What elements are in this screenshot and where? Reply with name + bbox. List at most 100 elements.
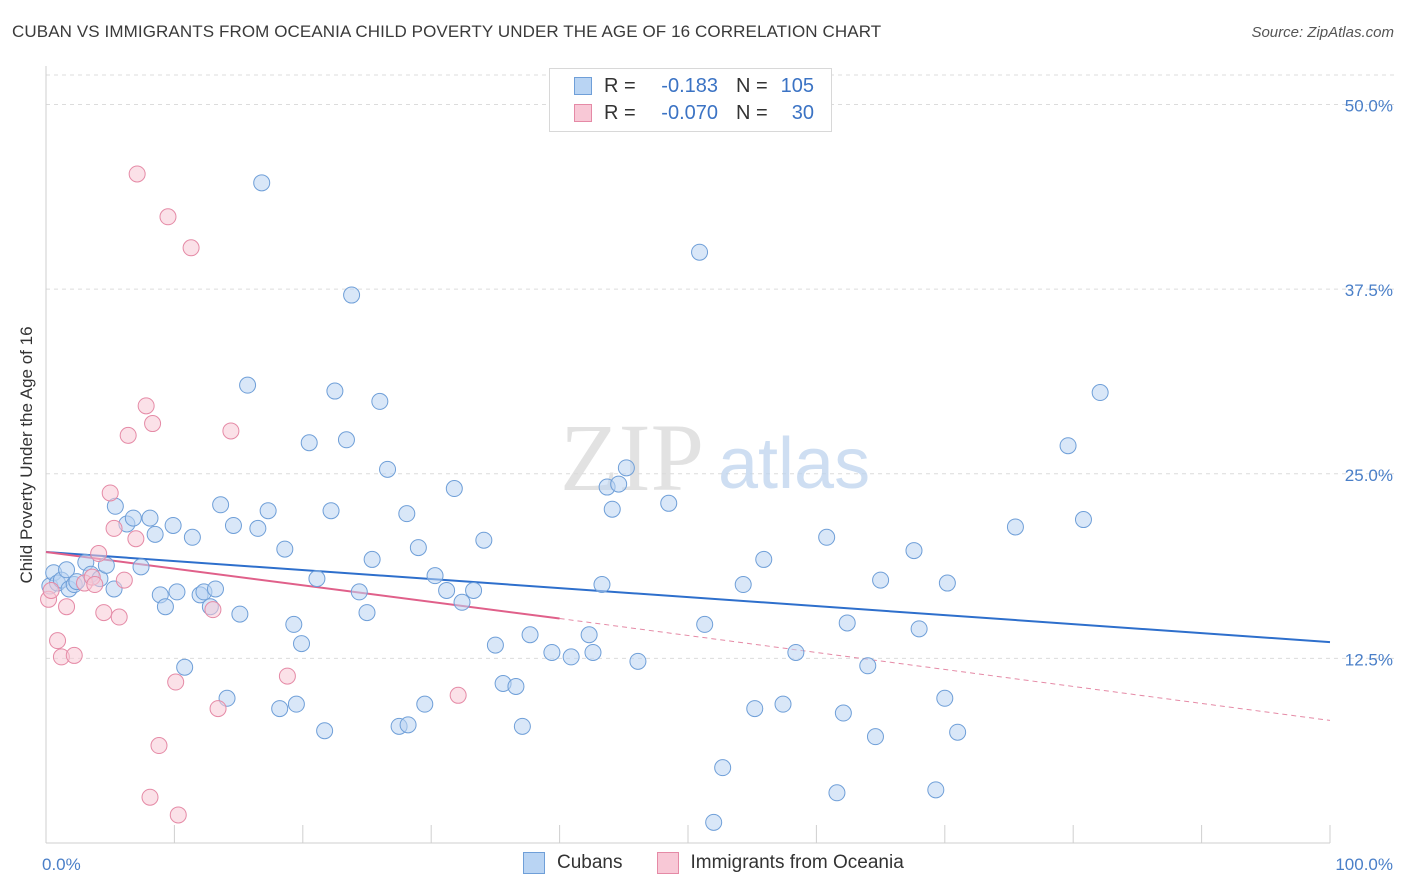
data-point — [371, 392, 389, 410]
data-point — [101, 484, 119, 502]
data-point — [426, 567, 444, 585]
legend-label-cubans: Cubans — [557, 852, 623, 873]
data-point — [86, 576, 104, 594]
y-tick-label: 25.0% — [1345, 466, 1393, 485]
data-point — [128, 165, 146, 183]
data-point — [617, 459, 635, 477]
data-point — [110, 608, 128, 626]
data-point — [379, 460, 397, 478]
source-label: Source: ZipAtlas.com — [1251, 24, 1394, 41]
data-point — [910, 620, 928, 638]
data-point — [705, 813, 723, 831]
data-point — [97, 556, 115, 574]
data-point — [231, 605, 249, 623]
data-point — [300, 434, 318, 452]
data-point — [409, 539, 427, 557]
data-point — [872, 571, 890, 589]
data-point — [905, 542, 923, 560]
data-point — [259, 502, 277, 520]
data-point — [629, 652, 647, 670]
data-point — [132, 558, 150, 576]
data-points — [40, 165, 1109, 831]
data-point — [285, 615, 303, 633]
data-point — [445, 480, 463, 498]
n-label: N = — [736, 101, 768, 124]
data-point — [137, 397, 155, 415]
data-point — [115, 571, 133, 589]
data-point — [144, 415, 162, 433]
data-point — [507, 677, 525, 695]
r-label: R = — [604, 74, 636, 97]
data-point — [936, 689, 954, 707]
data-point — [438, 581, 456, 599]
n-value: 105 — [780, 74, 814, 97]
data-point — [866, 728, 884, 746]
data-point — [834, 704, 852, 722]
watermark-atlas: atlas — [718, 424, 870, 504]
data-point — [343, 286, 361, 304]
data-point — [42, 581, 60, 599]
series-cubans — [41, 174, 1109, 831]
r-label: R = — [604, 101, 636, 124]
legend-swatch-oceania — [656, 852, 679, 874]
legend-swatch-cubans — [523, 852, 545, 874]
trend-line-cubans — [45, 551, 1331, 644]
data-point — [1091, 384, 1109, 402]
data-point — [159, 208, 177, 226]
data-point — [416, 695, 434, 713]
data-point — [350, 583, 368, 601]
data-point — [449, 686, 467, 704]
legend-row-oceania: R = -0.070 N = 30 — [574, 100, 814, 126]
data-point — [169, 806, 187, 824]
data-point — [58, 561, 76, 579]
data-point — [127, 530, 145, 548]
data-point — [603, 500, 621, 518]
legend-row-cubans: R = -0.183 N = 105 — [574, 73, 814, 99]
data-point — [584, 643, 602, 661]
data-point — [746, 700, 764, 718]
data-point — [593, 576, 611, 594]
data-point — [453, 593, 471, 611]
tick-labels: 12.5% 25.0% 37.5% 50.0% 0.0% 100.0% — [42, 97, 1393, 874]
data-point — [734, 576, 752, 594]
n-label: N = — [736, 74, 768, 97]
trend-line-oceania-extrapolated — [559, 618, 1331, 721]
data-point — [927, 781, 945, 799]
data-point — [167, 673, 185, 691]
data-point — [322, 502, 340, 520]
data-point — [486, 636, 504, 654]
legend-item-cubans[interactable]: Cubans — [523, 852, 623, 874]
series-oceania — [40, 165, 467, 824]
data-point — [696, 615, 714, 633]
data-point — [150, 737, 168, 755]
y-tick-label: 12.5% — [1345, 650, 1393, 669]
legend-item-oceania[interactable]: Immigrants from Oceania — [656, 852, 904, 874]
x-tick-label: 0.0% — [42, 855, 81, 874]
data-point — [398, 505, 416, 523]
correlation-legend: R = -0.183 N = 105 R = -0.070 N = 30 — [549, 68, 832, 132]
data-point — [293, 635, 311, 653]
data-point — [278, 667, 296, 685]
data-point — [168, 583, 186, 601]
data-point — [49, 632, 67, 650]
legend-swatch-oceania — [574, 104, 592, 122]
data-point — [58, 598, 76, 616]
data-point — [308, 570, 326, 588]
data-point — [119, 426, 137, 444]
data-point — [660, 494, 678, 512]
data-point — [1074, 511, 1092, 529]
y-tick-label: 37.5% — [1345, 281, 1393, 300]
data-point — [164, 516, 182, 534]
chart-title: CUBAN VS IMMIGRANTS FROM OCEANIA CHILD P… — [12, 22, 882, 41]
data-point — [521, 626, 539, 644]
data-point — [399, 716, 417, 734]
data-point — [465, 581, 483, 599]
data-point — [249, 519, 267, 537]
data-point — [156, 598, 174, 616]
data-point — [337, 431, 355, 449]
data-point — [95, 604, 113, 622]
data-point — [222, 422, 240, 440]
data-point — [204, 601, 222, 619]
data-point — [513, 717, 531, 735]
data-point — [146, 525, 164, 543]
